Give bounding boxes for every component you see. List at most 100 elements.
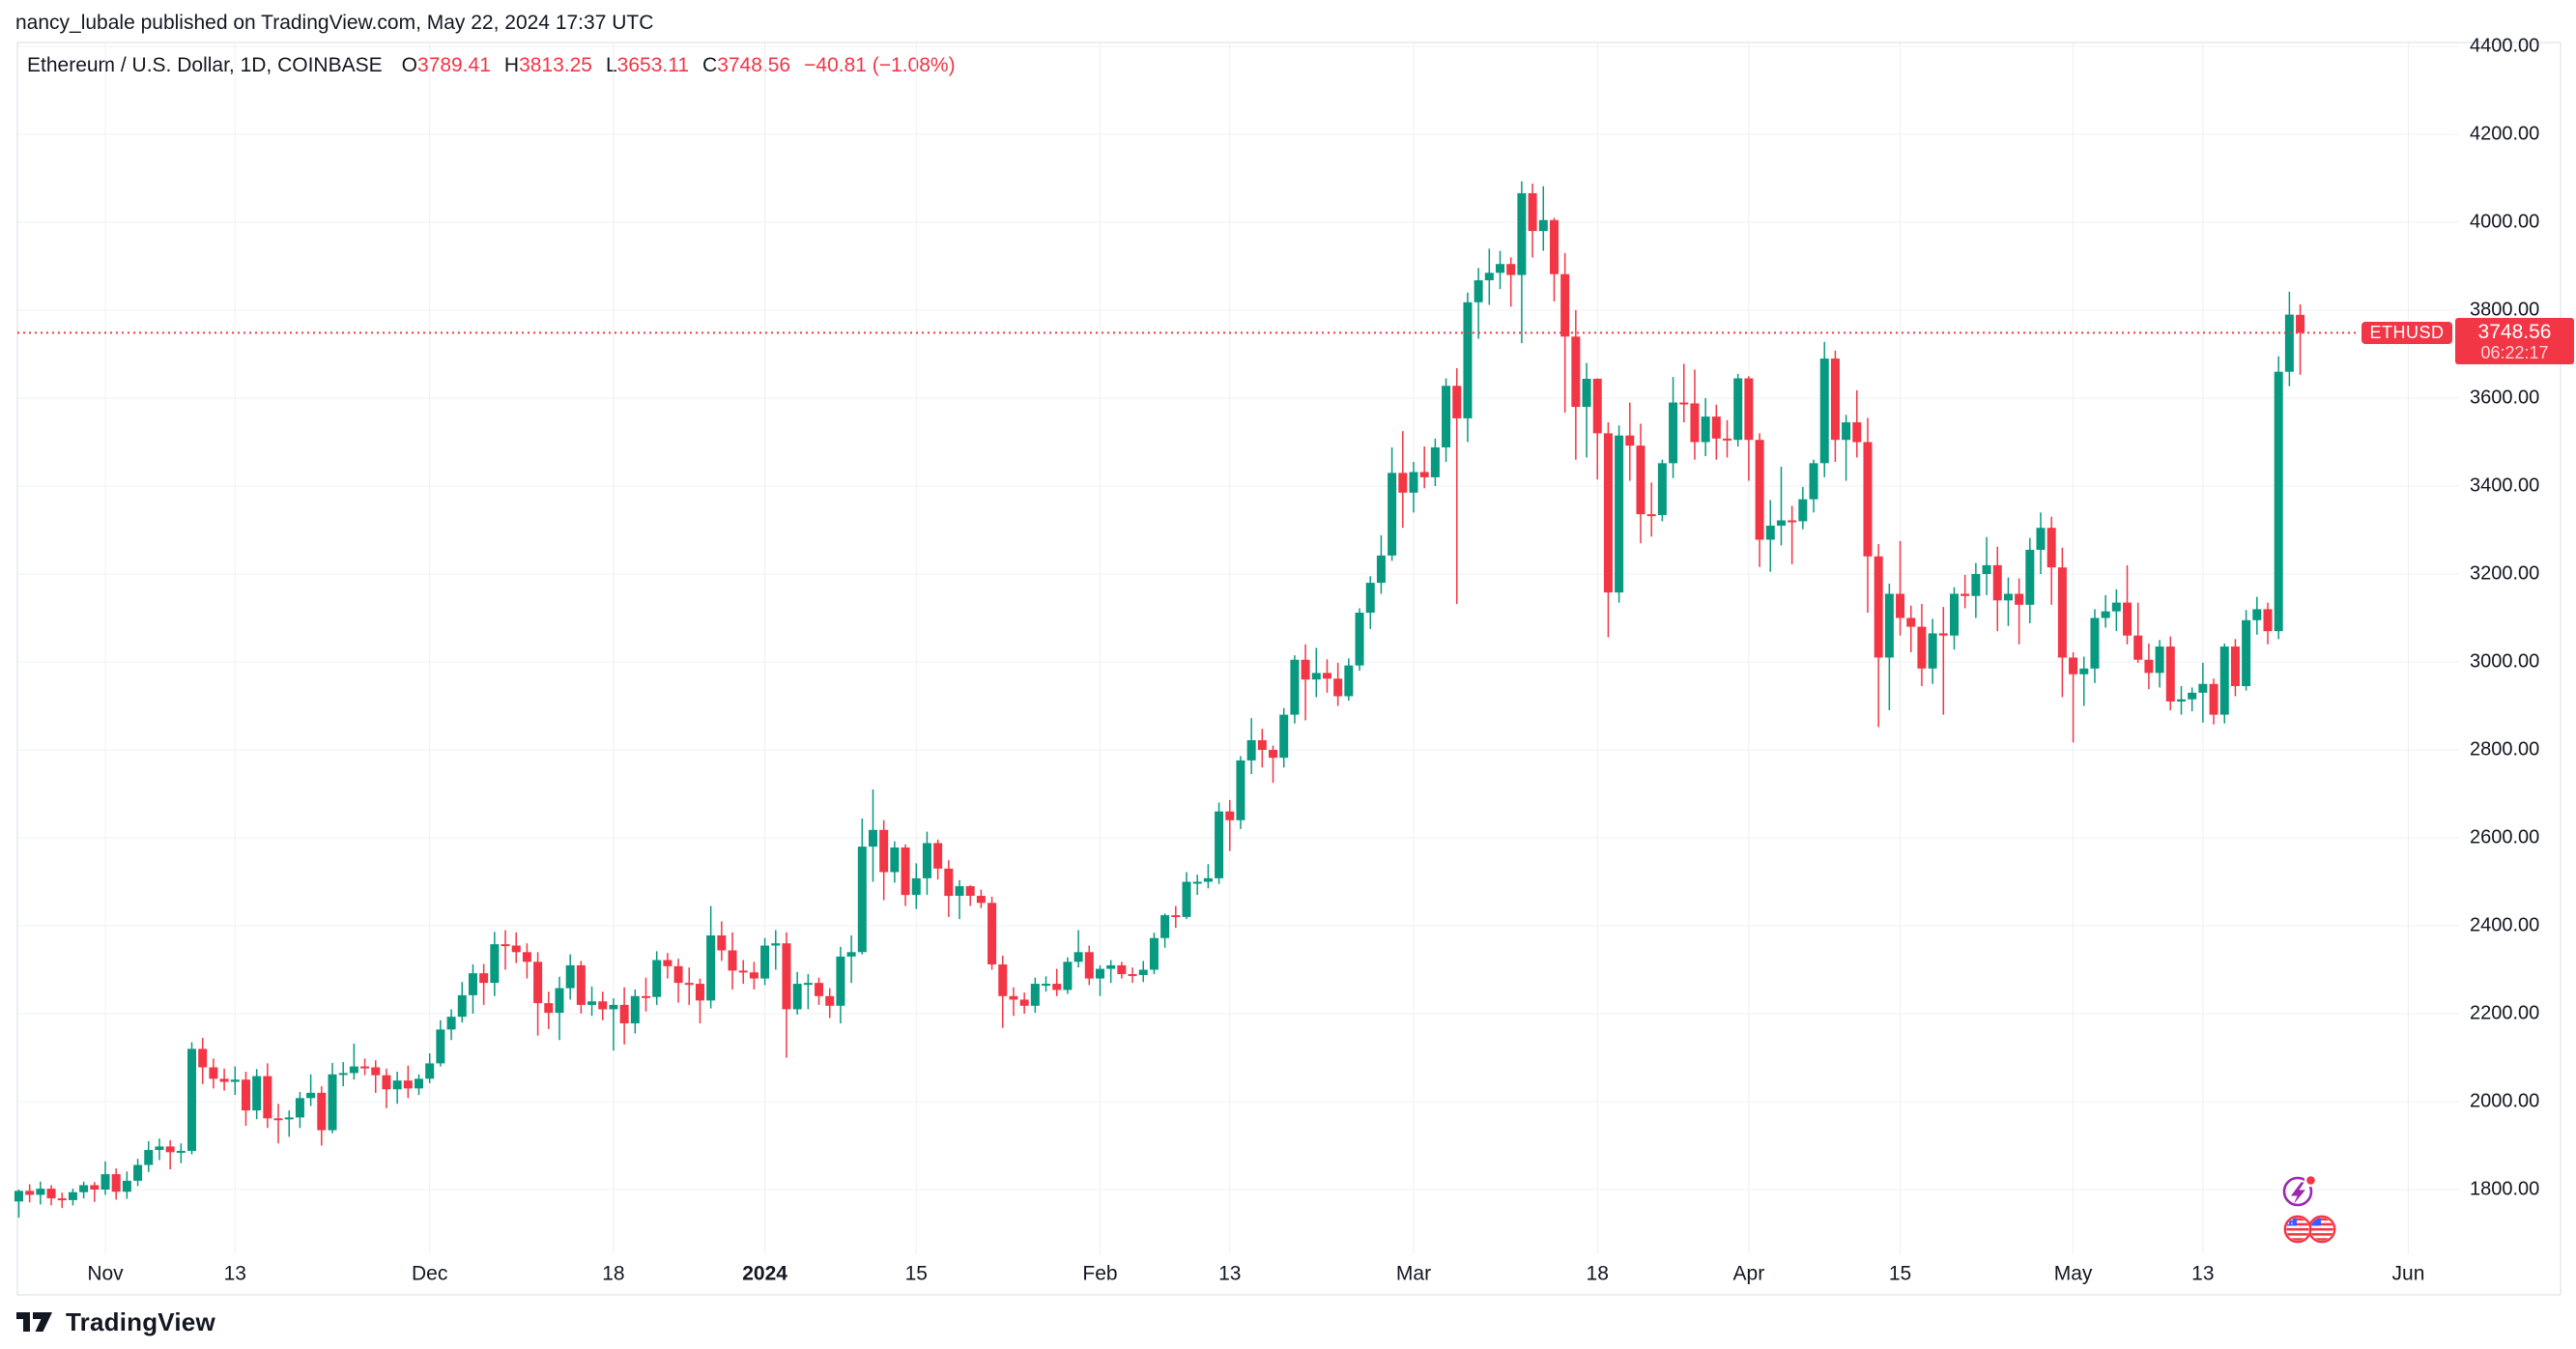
- ohlc-high: H3813.25: [504, 53, 592, 77]
- candle-body: [2188, 692, 2197, 700]
- bar-countdown: 06:22:17: [2480, 342, 2549, 362]
- news-flash-icon: [2282, 1173, 2318, 1207]
- x-axis-label: 2024: [742, 1263, 787, 1285]
- candle-body: [749, 972, 758, 979]
- candle-body: [1755, 440, 1764, 540]
- candle-body: [944, 868, 954, 897]
- candle-body: [1938, 633, 1948, 636]
- candle-body: [2296, 314, 2305, 333]
- candle-body: [1657, 463, 1667, 516]
- candle-body: [1582, 378, 1591, 408]
- candle-body: [609, 1004, 618, 1010]
- y-axis-label: 4400.00: [2470, 35, 2539, 56]
- candle-body: [1874, 556, 1883, 658]
- low-label: L: [605, 54, 617, 76]
- candle-body: [728, 950, 737, 971]
- candle-body: [1215, 811, 1224, 878]
- ohlc-low: L3653.11: [606, 53, 689, 77]
- candle-body: [1388, 473, 1397, 556]
- x-axis-label: 13: [224, 1263, 246, 1285]
- published-attribution: nancy_lubale published on TradingView.co…: [15, 12, 654, 34]
- candle-body: [2133, 635, 2143, 660]
- candle-body: [1463, 301, 1473, 418]
- candle-body: [1225, 811, 1235, 820]
- candle-body: [1452, 386, 1462, 418]
- candle-body: [1884, 593, 1894, 658]
- candle-body: [1571, 336, 1581, 408]
- candle-body: [1484, 273, 1494, 281]
- brand-text: TradingView: [66, 1306, 215, 1336]
- candle-body: [1538, 219, 1548, 232]
- candle-body: [738, 970, 748, 973]
- candle-body: [1592, 378, 1602, 434]
- candle-body: [1409, 472, 1418, 493]
- candle-body: [706, 935, 716, 1001]
- candle-body: [490, 944, 500, 984]
- candle-body: [1269, 750, 1278, 759]
- candle-body: [1830, 359, 1840, 441]
- candle-body: [2284, 314, 2294, 372]
- candle-body: [1322, 673, 1331, 679]
- y-axis-label: 2200.00: [2470, 1002, 2539, 1023]
- candle-body: [1679, 402, 1689, 405]
- price-line-symbol-badge: ETHUSD: [2361, 322, 2452, 344]
- candle-body: [1257, 739, 1267, 750]
- candle-body: [1971, 574, 1981, 596]
- candle-body: [965, 886, 975, 897]
- candle-body: [1701, 416, 1710, 443]
- candle-body: [2015, 593, 2024, 605]
- candle-body: [468, 973, 477, 995]
- candle-body: [122, 1180, 131, 1192]
- us-flag-event-icon: [2307, 1215, 2336, 1244]
- candle-body: [2046, 528, 2056, 568]
- candle-body: [1615, 435, 1624, 593]
- candle-body: [1625, 435, 1635, 446]
- candle-body: [598, 1001, 608, 1010]
- chart-legend: Ethereum / U.S. Dollar, 1D, COINBASE O37…: [27, 53, 956, 77]
- candle-body: [176, 1150, 186, 1153]
- candle-body: [511, 945, 521, 953]
- candle-body: [273, 1118, 283, 1121]
- y-axis-label: 2600.00: [2470, 826, 2539, 847]
- candle-body: [2003, 593, 2013, 601]
- candle-body: [1333, 678, 1343, 697]
- x-axis-label: 15: [905, 1263, 928, 1285]
- candle-body: [815, 983, 824, 996]
- candle-body: [1646, 514, 1656, 517]
- candle-body: [1636, 445, 1646, 515]
- candle-body: [1798, 499, 1808, 522]
- candle-body: [1982, 564, 1991, 574]
- candle-body: [1776, 520, 1786, 526]
- frame-layer: [16, 42, 2562, 1296]
- candle-body: [479, 973, 489, 984]
- open-label: O: [401, 54, 417, 76]
- candle-body: [836, 956, 845, 1006]
- candle-body: [717, 935, 727, 951]
- candle-body: [1117, 964, 1127, 975]
- candle-body: [263, 1076, 272, 1119]
- candle-body: [371, 1067, 381, 1076]
- candle-body: [1182, 881, 1191, 917]
- candle-body: [2219, 646, 2229, 715]
- candle-body: [1744, 378, 1754, 441]
- candle-body: [1171, 915, 1181, 918]
- candle-body: [1560, 273, 1570, 337]
- candle-body: [1095, 968, 1104, 979]
- candle-body: [1376, 555, 1386, 584]
- candle-body: [436, 1029, 445, 1064]
- candle-body: [144, 1150, 154, 1165]
- candle-body: [1928, 633, 1937, 669]
- candle-body: [2123, 602, 2132, 636]
- candle-body: [1474, 280, 1483, 302]
- candle-body: [879, 829, 889, 873]
- candle-body: [1723, 438, 1732, 441]
- candle-body: [2101, 611, 2110, 618]
- candle-body: [2198, 683, 2208, 693]
- candle-body: [2090, 617, 2100, 669]
- y-axis-label: 4200.00: [2470, 123, 2539, 144]
- candle-body: [1788, 520, 1797, 523]
- x-axis-label: 13: [2191, 1263, 2214, 1285]
- candle-body: [1398, 473, 1408, 493]
- x-axis-label: 13: [1218, 1263, 1241, 1285]
